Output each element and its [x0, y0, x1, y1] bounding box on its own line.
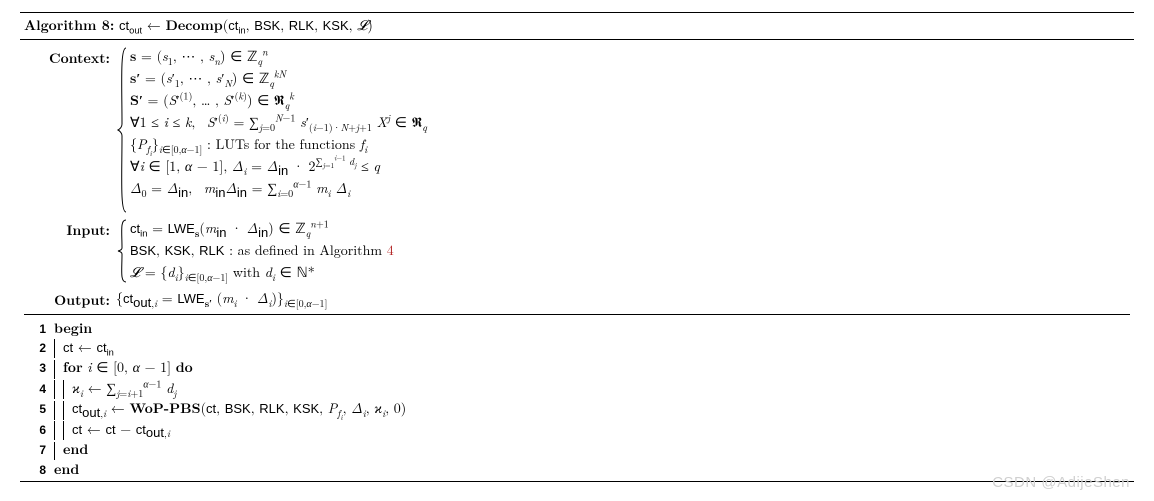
brace-icon: [116, 218, 128, 284]
code-line: 6 ct ← ct − ctout,i: [24, 420, 1130, 440]
algorithm-title-row: Algorithm 8: ctout ← Decomp(ctin, BSK, R…: [20, 13, 1134, 40]
line-number: 1: [24, 321, 54, 337]
code-line: 4 ϰi ← ∑j=i+1α−1 dj: [24, 379, 1130, 399]
algorithm-fn: Decomp: [165, 15, 222, 35]
context-line: ∀i ∈ [1, α − 1], Δi = Δin · 2∑j=1i−1 dj …: [130, 156, 427, 176]
context-line: s′ = (s′1, ⋯ , s′N) ∈ ℤqkN: [130, 68, 427, 88]
context-line: Δ0 = Δin, minΔin = ∑i=0α−1 mi Δi: [130, 178, 427, 198]
brace-icon: [116, 46, 128, 214]
line-number: 2: [24, 340, 54, 356]
line-number: 8: [24, 462, 54, 478]
input-line: BSK, KSK, RLK : as defined in Algorithm …: [130, 240, 394, 260]
output-label: Output:: [24, 288, 116, 310]
context-line: S′ = (S′(1), … , S′(k)) ∈ 𝕽qk: [130, 90, 427, 110]
context-line: {Pfi}i∈[0,α−1] : LUTs for the functions …: [130, 134, 427, 154]
line-number: 6: [24, 422, 54, 438]
line-number: 5: [24, 401, 54, 417]
output-block: Output: {ctout,i = LWEs′ (mi · Δi)}i∈[0,…: [24, 288, 1130, 310]
input-line: ctin = LWEs(min · Δin) ∈ ℤqn+1: [130, 218, 394, 238]
input-lines: ctin = LWEs(min · Δin) ∈ ℤqn+1 BSK, KSK,…: [128, 218, 394, 284]
line-number: 3: [24, 360, 54, 376]
context-label: Context:: [24, 46, 116, 68]
output-line: {ctout,i = LWEs′ (mi · Δi)}i∈[0,α−1]: [116, 288, 327, 308]
algorithm-sig-lhs: ctout: [119, 18, 142, 33]
input-block: Input: ctin = LWEs(min · Δin) ∈ ℤqn+1 BS…: [24, 218, 1130, 284]
line-number: 7: [24, 442, 54, 458]
algorithm-ref: 4: [387, 240, 394, 260]
context-line: ∀1 ≤ i ≤ k, S′(i) = ∑j=0N−1 s′(i−1)·N+j+…: [130, 112, 427, 132]
algorithm-body: Context: s = (s1, ⋯ , sn) ∈ ℤqn s′ = (s′…: [20, 40, 1134, 481]
context-lines: s = (s1, ⋯ , sn) ∈ ℤqn s′ = (s′1, ⋯ , s′…: [128, 46, 427, 214]
algorithm-box: Algorithm 8: ctout ← Decomp(ctin, BSK, R…: [20, 12, 1134, 482]
code-line: 2 ct ← ctin: [24, 338, 1130, 358]
code-line: 7 end: [24, 440, 1130, 460]
code-line: 3 for i ∈ [0, α − 1] do: [24, 358, 1130, 378]
code-line: 8 end: [24, 460, 1130, 479]
line-number: 4: [24, 381, 54, 397]
context-block: Context: s = (s1, ⋯ , sn) ∈ ℤqn s′ = (s′…: [24, 46, 1130, 214]
code-body: 1 begin 2 ct ← ctin 3 for i ∈ [0, α − 1]…: [24, 314, 1130, 479]
context-line: s = (s1, ⋯ , sn) ∈ ℤqn: [130, 46, 427, 66]
input-line: 𝓛 = {di}i∈[0,α−1] with di ∈ ℕ*: [130, 262, 394, 282]
code-line: 5 ctout,i ← WoP-PBS(ct, BSK, RLK, KSK, P…: [24, 399, 1130, 419]
algorithm-args: (ctin, BSK, RLK, KSK, 𝓛): [223, 15, 373, 35]
algorithm-arrow: ←: [147, 15, 166, 35]
code-line: 1 begin: [24, 319, 1130, 338]
algorithm-label: Algorithm 8:: [24, 15, 114, 35]
input-label: Input:: [24, 218, 116, 240]
